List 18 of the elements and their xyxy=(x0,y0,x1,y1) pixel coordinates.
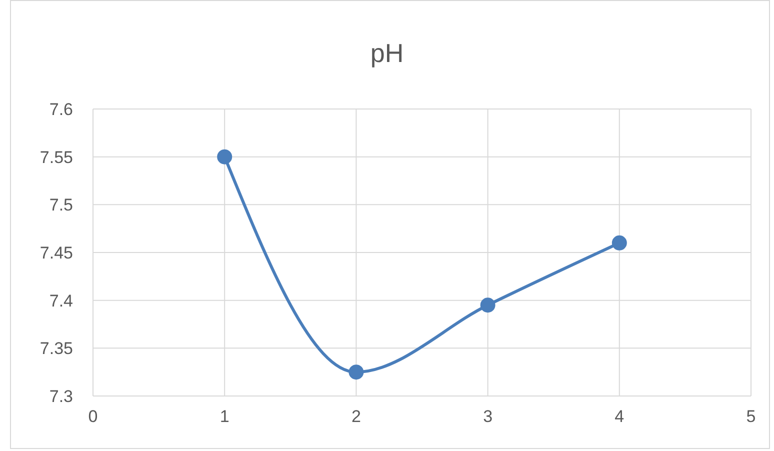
y-tick-label: 7.3 xyxy=(49,387,73,406)
point xyxy=(480,298,496,313)
x-tick-label: 2 xyxy=(351,407,361,426)
x-tick-label: 0 xyxy=(88,407,98,426)
y-tick-label: 7.5 xyxy=(49,196,73,215)
x-tick-label: 3 xyxy=(483,407,493,426)
y-tick-label: 7.35 xyxy=(40,339,73,358)
point xyxy=(217,149,232,164)
point xyxy=(348,364,364,380)
y-tick-label: 7.4 xyxy=(49,291,73,310)
x-tick-label: 1 xyxy=(220,407,230,426)
point xyxy=(612,235,627,250)
y-tick-label: 7.6 xyxy=(49,100,73,120)
y-tick-label: 7.45 xyxy=(40,244,73,263)
chart-title: pH xyxy=(369,38,405,69)
x-tick-label: 5 xyxy=(746,407,756,426)
x-tick-label: 4 xyxy=(614,407,624,426)
y-tick-label: 7.55 xyxy=(40,148,73,167)
